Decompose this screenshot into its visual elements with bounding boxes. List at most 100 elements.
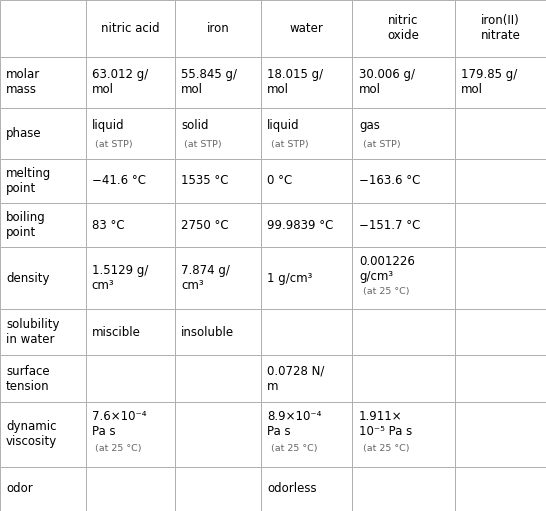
Bar [0, 203, 86, 247]
Bar [86, 467, 175, 511]
Bar [0, 309, 86, 356]
Bar [455, 402, 546, 467]
Text: insoluble: insoluble [181, 326, 234, 339]
Bar [455, 0, 546, 57]
Bar [260, 108, 352, 158]
Text: 1 g/cm³: 1 g/cm³ [267, 272, 312, 285]
Text: liquid: liquid [267, 119, 300, 132]
Bar [175, 309, 260, 356]
Bar [455, 203, 546, 247]
Text: (at STP): (at STP) [185, 140, 222, 149]
Bar [0, 402, 86, 467]
Text: 7.6×10⁻⁴
Pa s: 7.6×10⁻⁴ Pa s [92, 410, 146, 438]
Bar [175, 203, 260, 247]
Bar [0, 356, 86, 402]
Bar [86, 57, 175, 108]
Text: 83 °C: 83 °C [92, 219, 124, 232]
Text: −163.6 °C: −163.6 °C [359, 174, 420, 188]
Bar [455, 467, 546, 511]
Text: solubility
in water: solubility in water [6, 318, 60, 346]
Text: molar
mass: molar mass [6, 68, 40, 97]
Bar [260, 309, 352, 356]
Bar [352, 309, 455, 356]
Bar [175, 108, 260, 158]
Bar [86, 0, 175, 57]
Bar [0, 247, 86, 309]
Bar [260, 247, 352, 309]
Text: gas: gas [359, 119, 380, 132]
Bar [86, 203, 175, 247]
Text: dynamic
viscosity: dynamic viscosity [6, 420, 57, 448]
Text: (at 25 °C): (at 25 °C) [363, 444, 410, 453]
Bar [455, 57, 546, 108]
Text: nitric acid: nitric acid [101, 22, 159, 35]
Bar [455, 108, 546, 158]
Text: 0.001226
g/cm³: 0.001226 g/cm³ [359, 255, 415, 283]
Bar [86, 309, 175, 356]
Text: (at STP): (at STP) [96, 140, 133, 149]
Bar [260, 57, 352, 108]
Bar [0, 0, 86, 57]
Text: 7.874 g/
cm³: 7.874 g/ cm³ [181, 264, 230, 292]
Bar [260, 158, 352, 203]
Bar [0, 467, 86, 511]
Text: density: density [6, 272, 50, 285]
Bar [352, 467, 455, 511]
Text: boiling
point: boiling point [6, 211, 46, 239]
Text: 1535 °C: 1535 °C [181, 174, 229, 188]
Bar [455, 247, 546, 309]
Bar [175, 402, 260, 467]
Bar [260, 356, 352, 402]
Text: odor: odor [6, 482, 33, 495]
Bar [352, 356, 455, 402]
Text: (at 25 °C): (at 25 °C) [96, 444, 142, 453]
Text: nitric
oxide: nitric oxide [387, 14, 419, 42]
Text: iron: iron [206, 22, 229, 35]
Text: 8.9×10⁻⁴
Pa s: 8.9×10⁻⁴ Pa s [267, 410, 322, 438]
Bar [86, 158, 175, 203]
Text: 63.012 g/
mol: 63.012 g/ mol [92, 68, 148, 97]
Bar [352, 0, 455, 57]
Bar [260, 203, 352, 247]
Bar [175, 247, 260, 309]
Text: water: water [289, 22, 323, 35]
Text: surface
tension: surface tension [6, 365, 50, 392]
Bar [352, 247, 455, 309]
Bar [0, 158, 86, 203]
Text: solid: solid [181, 119, 209, 132]
Bar [175, 0, 260, 57]
Text: (at 25 °C): (at 25 °C) [363, 287, 410, 296]
Text: −41.6 °C: −41.6 °C [92, 174, 146, 188]
Text: (at STP): (at STP) [271, 140, 308, 149]
Bar [0, 57, 86, 108]
Text: 1.911×
10⁻⁵ Pa s: 1.911× 10⁻⁵ Pa s [359, 410, 412, 438]
Bar [86, 402, 175, 467]
Text: 18.015 g/
mol: 18.015 g/ mol [267, 68, 323, 97]
Bar [86, 247, 175, 309]
Text: 0.0728 N/
m: 0.0728 N/ m [267, 365, 324, 392]
Bar [352, 108, 455, 158]
Bar [455, 309, 546, 356]
Bar [175, 158, 260, 203]
Text: 99.9839 °C: 99.9839 °C [267, 219, 334, 232]
Text: 2750 °C: 2750 °C [181, 219, 229, 232]
Bar [260, 0, 352, 57]
Bar [175, 356, 260, 402]
Bar [352, 158, 455, 203]
Bar [0, 108, 86, 158]
Bar [260, 467, 352, 511]
Bar [455, 158, 546, 203]
Text: phase: phase [6, 127, 41, 140]
Bar [352, 402, 455, 467]
Text: miscible: miscible [92, 326, 141, 339]
Text: odorless: odorless [267, 482, 317, 495]
Bar [352, 203, 455, 247]
Bar [86, 356, 175, 402]
Text: −151.7 °C: −151.7 °C [359, 219, 420, 232]
Bar [86, 108, 175, 158]
Text: 55.845 g/
mol: 55.845 g/ mol [181, 68, 237, 97]
Text: liquid: liquid [92, 119, 124, 132]
Bar [455, 356, 546, 402]
Bar [175, 467, 260, 511]
Text: 30.006 g/
mol: 30.006 g/ mol [359, 68, 415, 97]
